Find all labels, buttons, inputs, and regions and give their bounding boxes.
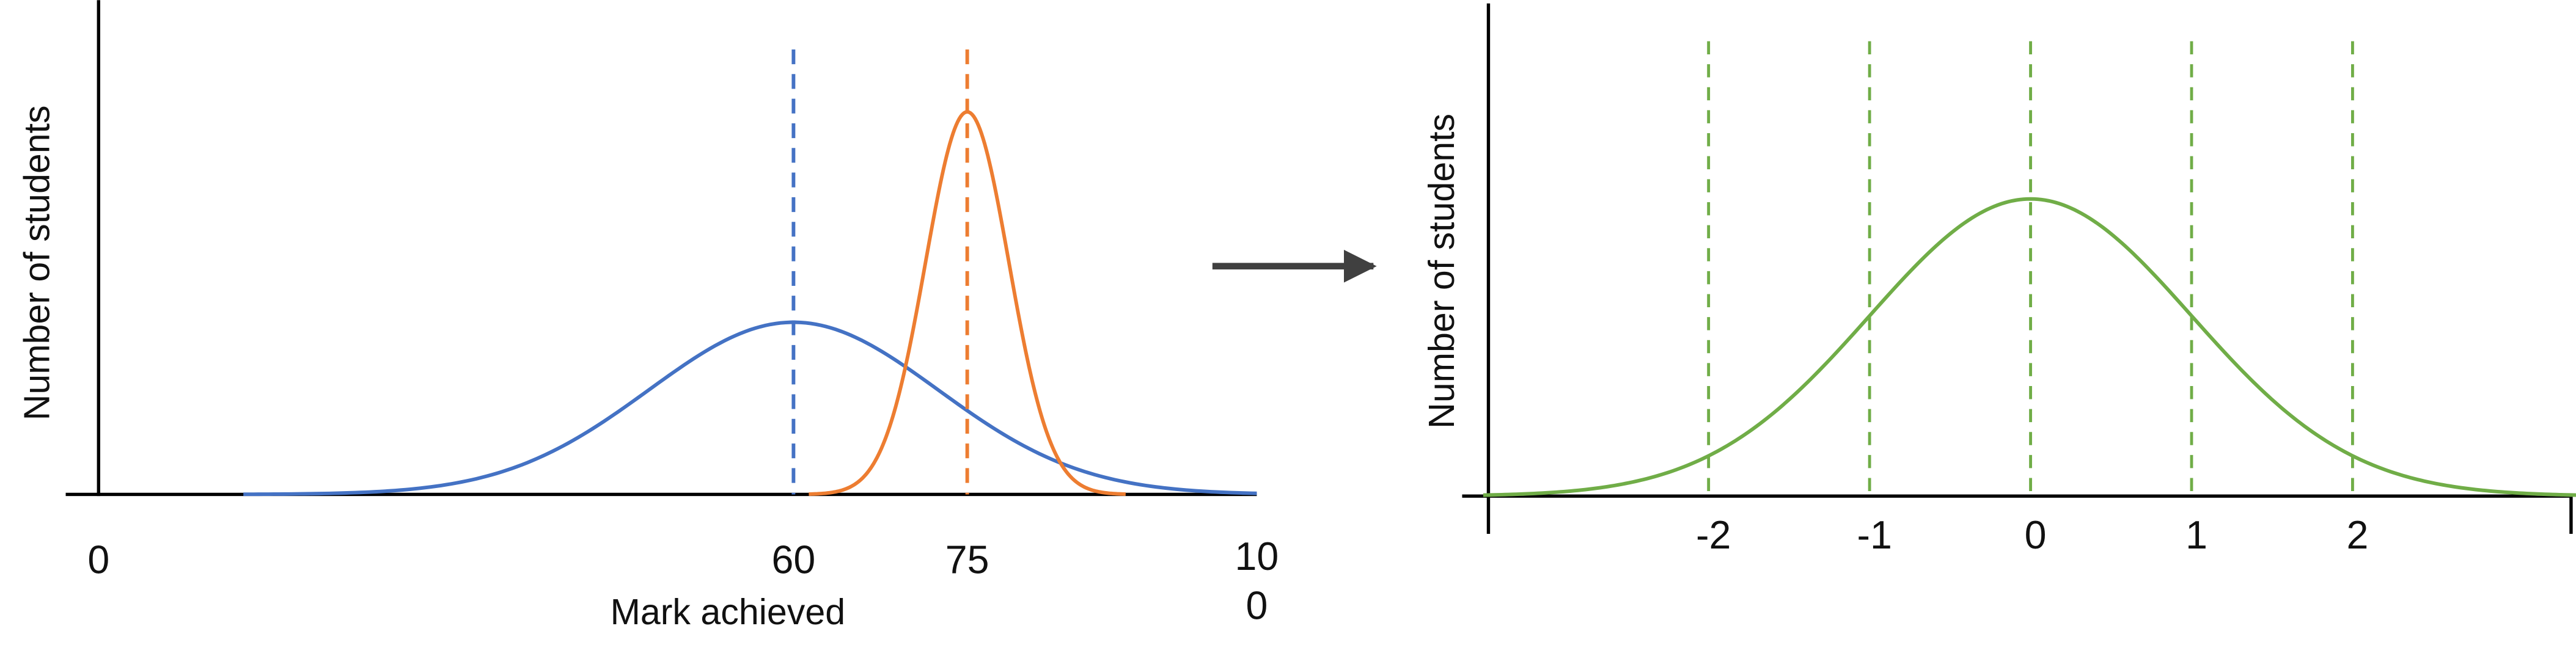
x-tick-label: -1 <box>1857 513 1892 557</box>
x-tick-label-wrap: 100 <box>1235 535 1279 629</box>
x-tick-label: 0 <box>2025 513 2047 557</box>
x-tick-label: 75 <box>945 538 989 581</box>
x-tick-label: 1 <box>2185 513 2207 557</box>
left-y-label: Number of students <box>17 105 57 420</box>
x-tick-label: 100 <box>1235 535 1279 629</box>
x-tick-label: 60 <box>771 538 815 581</box>
left-x-label: Mark achieved <box>611 591 846 632</box>
x-tick-label: 2 <box>2347 513 2369 557</box>
x-tick-label: 0 <box>87 538 109 581</box>
distribution-curve <box>1483 197 2576 497</box>
x-tick-label: -2 <box>1696 513 1731 557</box>
distribution-curve <box>243 320 1257 497</box>
right-y-label: Number of students <box>1421 114 1462 429</box>
